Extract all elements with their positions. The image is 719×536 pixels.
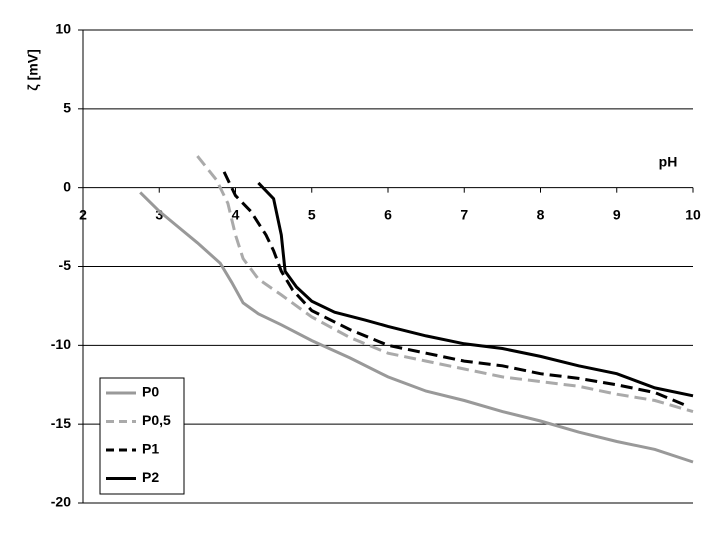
x-tick-label: 5 — [308, 206, 316, 222]
legend-box — [99, 377, 185, 495]
legend-label: P0 — [142, 384, 159, 400]
legend-label: P1 — [142, 441, 159, 457]
y-tick-label: -5 — [59, 257, 72, 273]
x-tick-label: 3 — [155, 206, 163, 222]
x-axis-label: pH — [659, 154, 678, 170]
x-tick-label: 10 — [685, 206, 701, 222]
legend-label: P2 — [142, 469, 159, 485]
y-tick-label: -10 — [51, 336, 71, 352]
y-tick-label: -15 — [51, 415, 71, 431]
x-tick-label: 8 — [537, 206, 545, 222]
legend-label: P0,5 — [142, 412, 171, 428]
y-axis-label: ζ [mV] — [25, 49, 41, 90]
series-line — [257, 181, 694, 398]
legend: P0 P0,5 P1 P2 — [99, 377, 185, 495]
x-tick-label: 2 — [79, 206, 87, 222]
x-tick-label: 9 — [613, 206, 621, 222]
x-tick-label: 7 — [460, 206, 468, 222]
series-line — [196, 155, 694, 414]
y-tick-label: 0 — [63, 178, 71, 194]
y-tick-label: -20 — [51, 494, 71, 510]
y-tick-label: 10 — [55, 21, 71, 37]
series-line — [139, 191, 694, 464]
x-tick-label: 4 — [232, 206, 240, 222]
x-tick-label: 6 — [384, 206, 392, 222]
y-tick-label: 5 — [63, 100, 71, 116]
